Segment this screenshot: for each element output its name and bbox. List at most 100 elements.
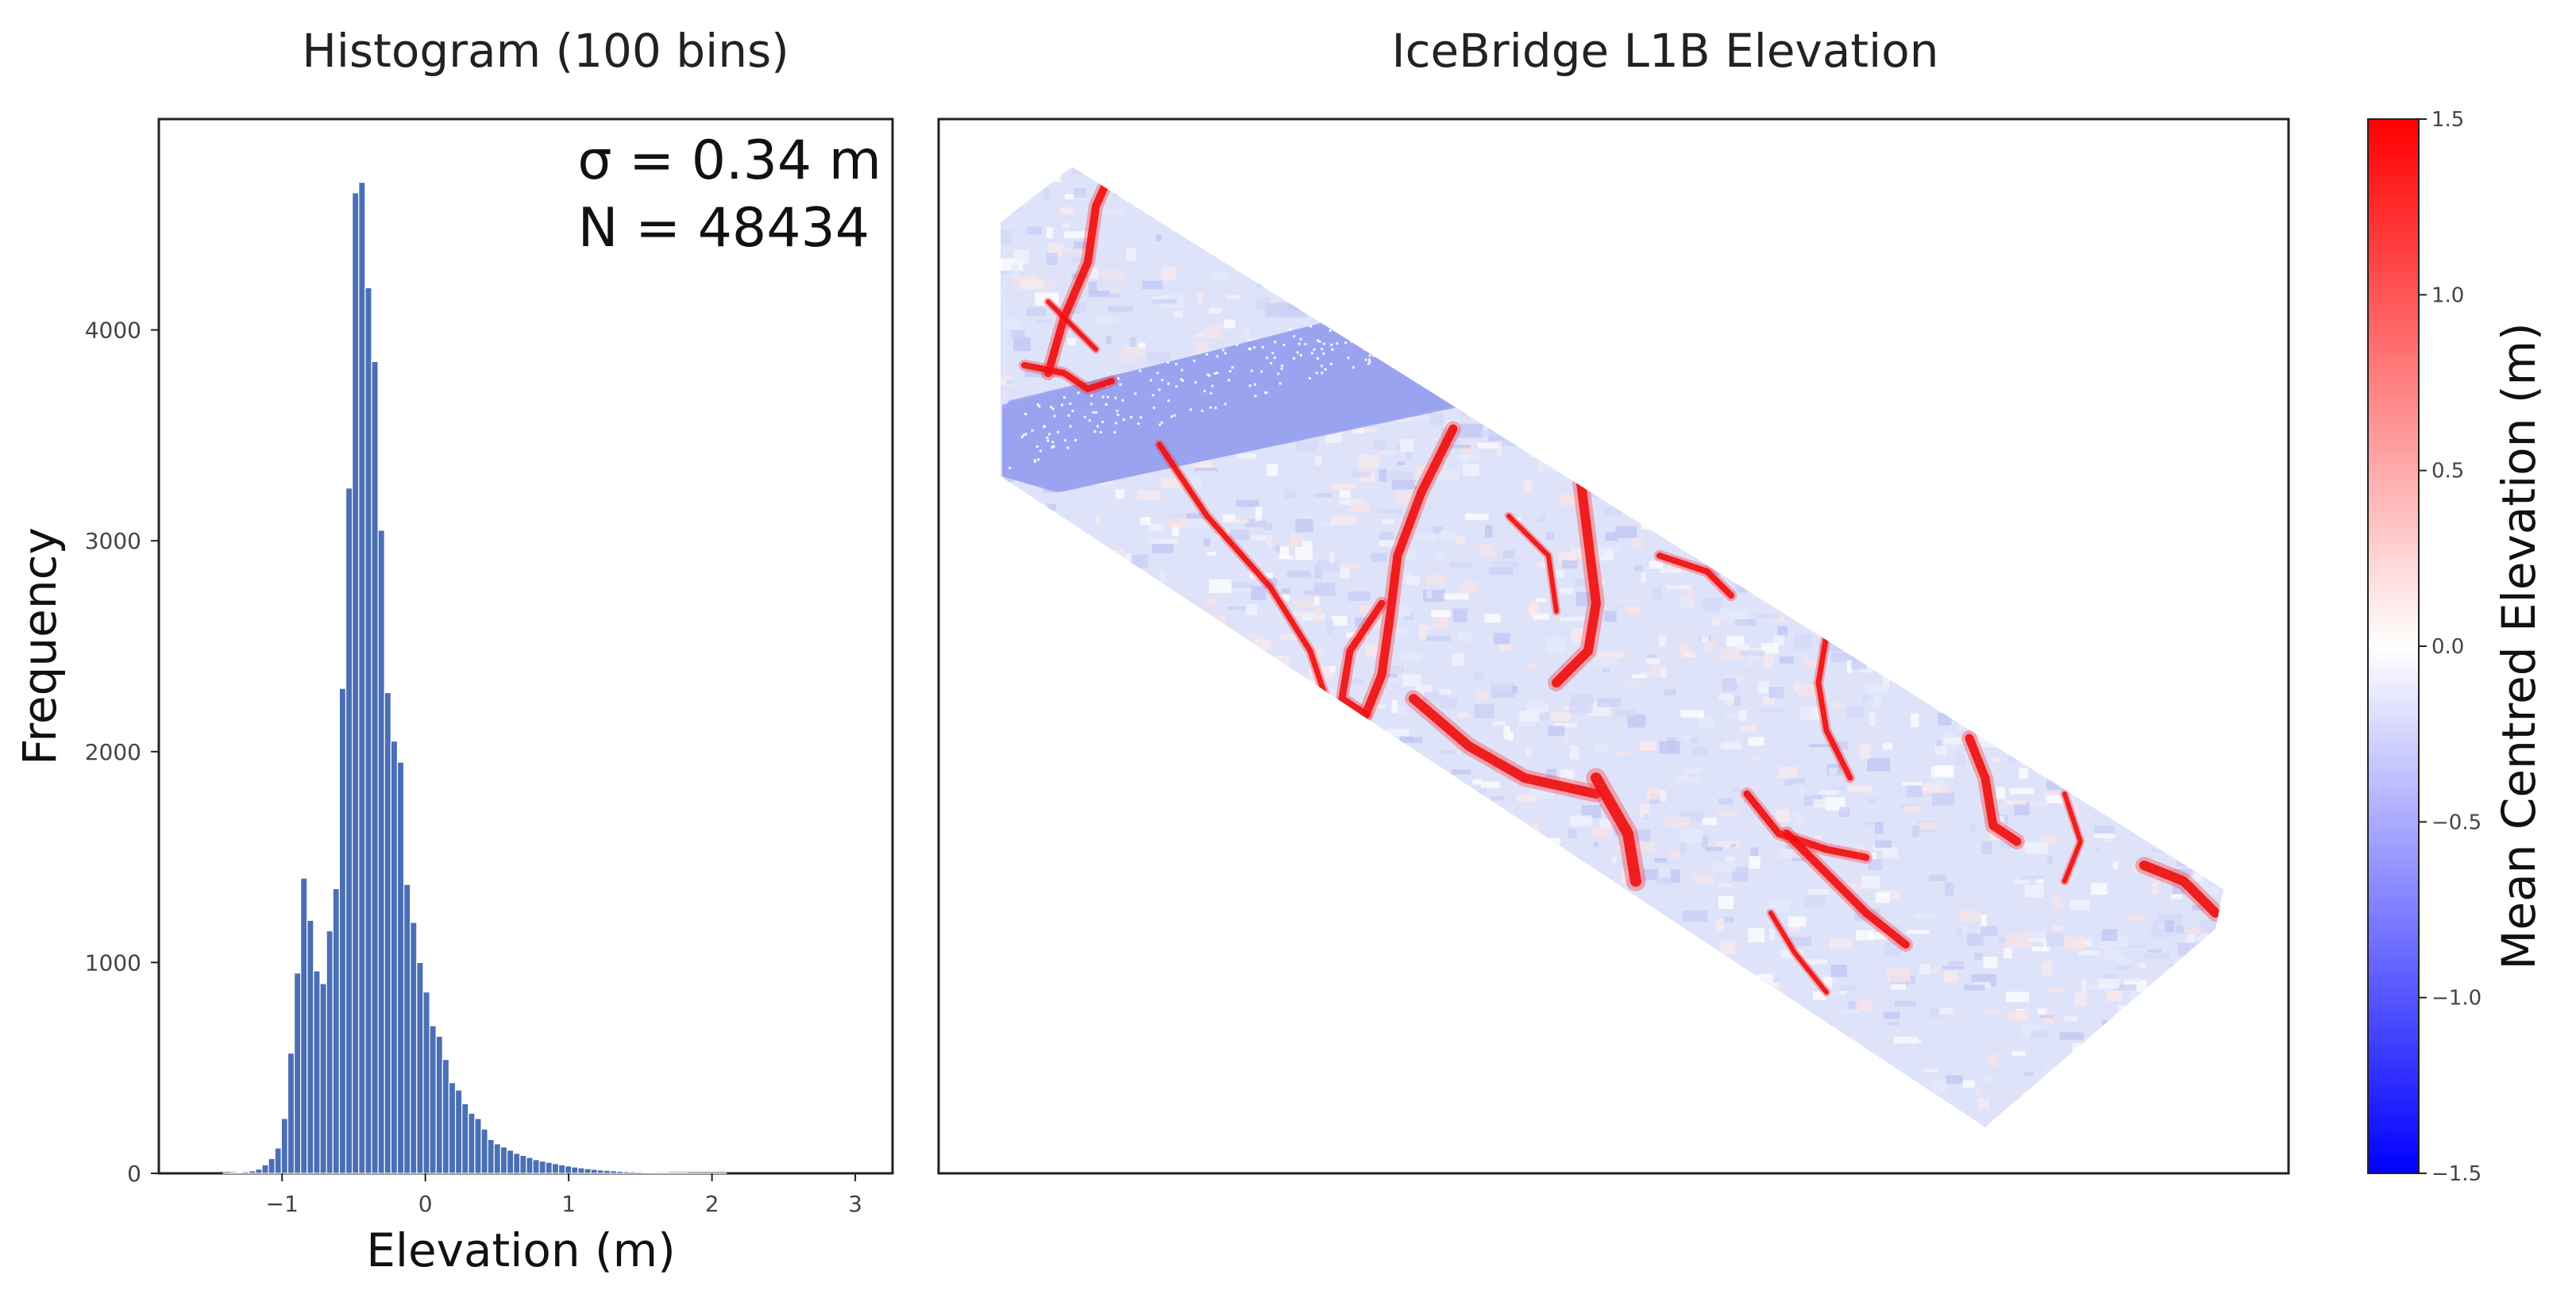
- swath-texture-cell: [1846, 706, 1863, 718]
- swath-texture-cell: [1449, 562, 1473, 569]
- swath-texture-cell: [2007, 1011, 2028, 1022]
- swath-texture-cell: [1915, 913, 1935, 919]
- histogram-y-tick-label: 0: [127, 1161, 141, 1187]
- overlap-dot: [1077, 391, 1079, 394]
- swath-texture-cell: [1984, 957, 1998, 968]
- overlap-dot: [1113, 431, 1116, 433]
- swath-texture-cell: [1692, 874, 1714, 884]
- swath-texture-cell: [1612, 857, 1617, 863]
- swath-texture-cell: [1625, 606, 1641, 615]
- swath-texture-cell: [1440, 750, 1456, 755]
- overlap-dot: [1260, 371, 1263, 373]
- swath-texture-cell: [2104, 838, 2113, 842]
- overlap-dot: [1175, 385, 1178, 387]
- overlap-dot: [1214, 372, 1217, 375]
- swath-texture-cell: [1480, 544, 1494, 556]
- swath-texture-cell: [2031, 1031, 2050, 1038]
- swath-texture-cell: [1331, 484, 1355, 490]
- swath-texture-cell: [1713, 617, 1721, 626]
- overlap-dot: [1090, 402, 1093, 405]
- swath-texture-cell: [2064, 1016, 2077, 1021]
- histogram-bar: [346, 488, 353, 1173]
- overlap-dot: [1092, 411, 1094, 414]
- swath-texture-cell: [1481, 782, 1499, 788]
- histogram-bar: [623, 1172, 630, 1173]
- overlap-dot: [1274, 341, 1276, 343]
- swath-texture-cell: [2102, 929, 2117, 941]
- overlap-dot: [1152, 394, 1155, 396]
- swath-texture-cell: [1371, 553, 1387, 561]
- histogram-bar: [333, 888, 339, 1173]
- swath-texture-cell: [1265, 303, 1289, 318]
- swath-texture-cell: [1194, 468, 1217, 471]
- swath-texture-cell: [1206, 598, 1215, 606]
- overlap-dot: [1037, 403, 1039, 406]
- swath-texture-cell: [1939, 1008, 1953, 1015]
- overlap-dot: [1100, 431, 1102, 433]
- overlap-dot: [1051, 441, 1054, 443]
- swath-texture-cell: [1946, 1075, 1963, 1084]
- swath-texture-cell: [1888, 1022, 1899, 1025]
- swath-texture-cell: [1945, 883, 1953, 895]
- swath-texture-cell: [1683, 911, 1707, 922]
- swath-texture-cell: [2081, 980, 2086, 991]
- overlap-dot: [1309, 377, 1311, 379]
- swath-texture-cell: [1750, 847, 1758, 855]
- swath-texture-cell: [1392, 480, 1417, 490]
- histogram-bar: [533, 1160, 539, 1173]
- overlap-dot: [1101, 421, 1104, 423]
- overlap-dot: [1063, 396, 1066, 399]
- histogram-bar: [411, 922, 417, 1173]
- swath-texture-cell: [2140, 963, 2146, 969]
- histogram-bar: [256, 1169, 262, 1173]
- overlap-dot: [1140, 416, 1142, 418]
- swath-texture-cell: [1460, 455, 1481, 460]
- overlap-dot: [1074, 439, 1077, 441]
- overlap-dot: [1204, 390, 1206, 392]
- histogram-x-axis-label: Elevation (m): [366, 1223, 676, 1277]
- overlap-dot: [1039, 449, 1042, 452]
- overlap-dot: [1254, 383, 1256, 386]
- swath-texture-cell: [1664, 817, 1690, 826]
- swath-texture-cell: [1340, 567, 1350, 579]
- colorbar-tick-label: 0.5: [2431, 460, 2464, 483]
- histogram-bar: [295, 973, 301, 1173]
- swath-texture-cell: [2036, 879, 2043, 884]
- swath-texture-cell: [1327, 621, 1333, 635]
- swath-texture-cell: [1394, 491, 1412, 503]
- swath-texture-cell: [1660, 568, 1681, 573]
- swath-texture-cell: [2052, 926, 2061, 930]
- overlap-dot: [1311, 352, 1313, 354]
- swath-texture-cell: [2098, 979, 2119, 988]
- overlap-dot: [1024, 433, 1027, 435]
- swath-texture-cell: [1280, 546, 1289, 558]
- swath-texture-cell: [1452, 653, 1464, 666]
- swath-texture-cell: [1465, 514, 1488, 520]
- overlap-dot: [1037, 458, 1039, 460]
- histogram-bar: [436, 1036, 442, 1173]
- histogram-x-tick-label: 3: [848, 1191, 862, 1217]
- histogram-bar: [520, 1155, 526, 1173]
- overlap-dot: [1194, 381, 1197, 383]
- swath-texture-cell: [1895, 1001, 1916, 1007]
- overlap-dot: [1134, 392, 1136, 395]
- swath-texture-cell: [1006, 380, 1013, 384]
- overlap-dot: [1262, 346, 1264, 349]
- overlap-dot: [1090, 395, 1093, 397]
- swath-texture-cell: [1685, 777, 1699, 783]
- swath-texture-cell: [1615, 710, 1636, 717]
- swath-texture-cell: [1472, 780, 1482, 784]
- swath-texture-cell: [2097, 942, 2111, 948]
- swath-texture-cell: [2113, 861, 2118, 868]
- colorbar-ticks: 1.51.00.50.0−0.5−1.0−1.5: [2419, 108, 2482, 1186]
- overlap-dot: [1319, 341, 1321, 343]
- swath-texture-cell: [1748, 928, 1764, 942]
- swath-texture-cell: [1294, 601, 1315, 607]
- swath-texture-cell: [1331, 516, 1356, 526]
- overlap-dot: [1211, 385, 1213, 387]
- swath-texture-cell: [1834, 702, 1844, 708]
- swath-texture-cell: [1733, 787, 1741, 792]
- swath-texture-cell: [1503, 550, 1514, 559]
- swath-texture-cell: [2019, 768, 2028, 779]
- overlap-dot: [1064, 439, 1066, 441]
